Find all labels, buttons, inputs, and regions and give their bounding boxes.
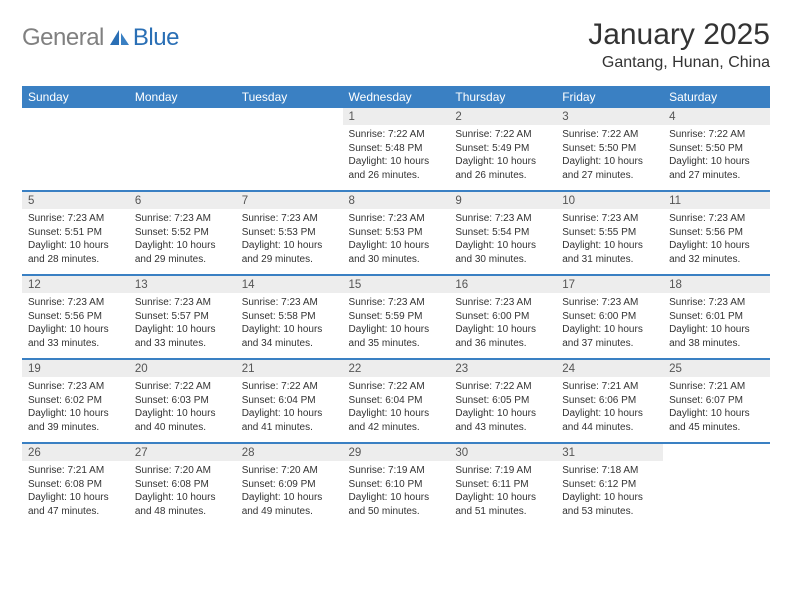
- day-number-cell: 9: [449, 192, 556, 209]
- day-number-cell: 2: [449, 108, 556, 125]
- calendar-table: Sunday Monday Tuesday Wednesday Thursday…: [22, 86, 770, 526]
- day-detail-cell: Sunrise: 7:23 AMSunset: 5:56 PMDaylight:…: [663, 209, 770, 275]
- day-number-cell: 17: [556, 276, 663, 293]
- day-detail-cell: Sunrise: 7:22 AMSunset: 5:50 PMDaylight:…: [663, 125, 770, 191]
- day-number-cell: 4: [663, 108, 770, 125]
- day-detail-cell: Sunrise: 7:23 AMSunset: 5:52 PMDaylight:…: [129, 209, 236, 275]
- day-detail-cell: Sunrise: 7:23 AMSunset: 6:01 PMDaylight:…: [663, 293, 770, 359]
- day-number-cell: 12: [22, 276, 129, 293]
- logo-text-left: General: [22, 24, 104, 52]
- day-number-cell: 6: [129, 192, 236, 209]
- header: General Blue January 2025 Gantang, Hunan…: [22, 18, 770, 72]
- day-detail-cell: Sunrise: 7:18 AMSunset: 6:12 PMDaylight:…: [556, 461, 663, 526]
- day-header-sun: Sunday: [22, 86, 129, 108]
- day-number-cell: 29: [343, 444, 450, 461]
- day-detail-cell: Sunrise: 7:20 AMSunset: 6:09 PMDaylight:…: [236, 461, 343, 526]
- day-number-cell: 28: [236, 444, 343, 461]
- day-number-cell: 22: [343, 360, 450, 377]
- day-number-cell: 24: [556, 360, 663, 377]
- day-number-cell: 14: [236, 276, 343, 293]
- day-detail-cell: Sunrise: 7:22 AMSunset: 6:03 PMDaylight:…: [129, 377, 236, 443]
- day-detail-cell: Sunrise: 7:23 AMSunset: 5:58 PMDaylight:…: [236, 293, 343, 359]
- day-detail-row: Sunrise: 7:22 AMSunset: 5:48 PMDaylight:…: [22, 125, 770, 191]
- day-number-cell: 3: [556, 108, 663, 125]
- day-number-cell: 15: [343, 276, 450, 293]
- day-number-cell: 10: [556, 192, 663, 209]
- day-number-cell: 5: [22, 192, 129, 209]
- day-detail-cell: Sunrise: 7:21 AMSunset: 6:06 PMDaylight:…: [556, 377, 663, 443]
- day-header-thu: Thursday: [449, 86, 556, 108]
- day-detail-cell: Sunrise: 7:23 AMSunset: 5:54 PMDaylight:…: [449, 209, 556, 275]
- day-detail-cell: Sunrise: 7:23 AMSunset: 5:53 PMDaylight:…: [236, 209, 343, 275]
- day-detail-cell: Sunrise: 7:21 AMSunset: 6:08 PMDaylight:…: [22, 461, 129, 526]
- day-number-cell: 16: [449, 276, 556, 293]
- day-detail-cell: Sunrise: 7:22 AMSunset: 5:48 PMDaylight:…: [343, 125, 450, 191]
- day-number-cell: 19: [22, 360, 129, 377]
- day-detail-cell: Sunrise: 7:23 AMSunset: 5:59 PMDaylight:…: [343, 293, 450, 359]
- day-detail-cell: Sunrise: 7:23 AMSunset: 5:55 PMDaylight:…: [556, 209, 663, 275]
- calendar-body: 1234Sunrise: 7:22 AMSunset: 5:48 PMDayli…: [22, 108, 770, 526]
- day-number-cell: [129, 108, 236, 125]
- day-detail-row: Sunrise: 7:21 AMSunset: 6:08 PMDaylight:…: [22, 461, 770, 526]
- day-number-cell: 27: [129, 444, 236, 461]
- day-number-row: 262728293031: [22, 444, 770, 461]
- day-detail-cell: [663, 461, 770, 526]
- day-header-row: Sunday Monday Tuesday Wednesday Thursday…: [22, 86, 770, 108]
- day-detail-cell: Sunrise: 7:23 AMSunset: 5:57 PMDaylight:…: [129, 293, 236, 359]
- day-header-tue: Tuesday: [236, 86, 343, 108]
- day-number-row: 1234: [22, 108, 770, 125]
- day-number-cell: 11: [663, 192, 770, 209]
- day-number-cell: [22, 108, 129, 125]
- day-number-cell: 7: [236, 192, 343, 209]
- day-detail-row: Sunrise: 7:23 AMSunset: 5:51 PMDaylight:…: [22, 209, 770, 275]
- day-detail-cell: Sunrise: 7:22 AMSunset: 6:04 PMDaylight:…: [343, 377, 450, 443]
- day-number-row: 12131415161718: [22, 276, 770, 293]
- title-block: January 2025 Gantang, Hunan, China: [588, 18, 770, 72]
- day-number-cell: 18: [663, 276, 770, 293]
- day-header-wed: Wednesday: [343, 86, 450, 108]
- day-detail-cell: [129, 125, 236, 191]
- day-number-cell: 23: [449, 360, 556, 377]
- day-detail-cell: Sunrise: 7:22 AMSunset: 5:49 PMDaylight:…: [449, 125, 556, 191]
- day-detail-cell: Sunrise: 7:23 AMSunset: 5:51 PMDaylight:…: [22, 209, 129, 275]
- day-detail-cell: Sunrise: 7:23 AMSunset: 6:00 PMDaylight:…: [556, 293, 663, 359]
- day-detail-cell: [22, 125, 129, 191]
- day-detail-cell: Sunrise: 7:23 AMSunset: 6:00 PMDaylight:…: [449, 293, 556, 359]
- day-number-row: 19202122232425: [22, 360, 770, 377]
- logo: General Blue: [22, 24, 179, 52]
- day-detail-cell: Sunrise: 7:19 AMSunset: 6:11 PMDaylight:…: [449, 461, 556, 526]
- day-detail-cell: Sunrise: 7:23 AMSunset: 6:02 PMDaylight:…: [22, 377, 129, 443]
- day-detail-cell: Sunrise: 7:22 AMSunset: 5:50 PMDaylight:…: [556, 125, 663, 191]
- day-number-cell: [663, 444, 770, 461]
- day-header-sat: Saturday: [663, 86, 770, 108]
- day-detail-cell: Sunrise: 7:23 AMSunset: 5:53 PMDaylight:…: [343, 209, 450, 275]
- day-number-cell: [236, 108, 343, 125]
- day-detail-cell: [236, 125, 343, 191]
- day-detail-row: Sunrise: 7:23 AMSunset: 5:56 PMDaylight:…: [22, 293, 770, 359]
- day-header-fri: Friday: [556, 86, 663, 108]
- day-detail-cell: Sunrise: 7:19 AMSunset: 6:10 PMDaylight:…: [343, 461, 450, 526]
- day-detail-cell: Sunrise: 7:22 AMSunset: 6:04 PMDaylight:…: [236, 377, 343, 443]
- day-detail-cell: Sunrise: 7:23 AMSunset: 5:56 PMDaylight:…: [22, 293, 129, 359]
- day-number-cell: 26: [22, 444, 129, 461]
- month-title: January 2025: [588, 18, 770, 52]
- day-number-cell: 25: [663, 360, 770, 377]
- day-number-cell: 8: [343, 192, 450, 209]
- day-number-cell: 30: [449, 444, 556, 461]
- logo-text-right: Blue: [133, 24, 179, 52]
- day-detail-cell: Sunrise: 7:22 AMSunset: 6:05 PMDaylight:…: [449, 377, 556, 443]
- day-detail-row: Sunrise: 7:23 AMSunset: 6:02 PMDaylight:…: [22, 377, 770, 443]
- logo-sail-icon: [109, 28, 131, 51]
- day-header-mon: Monday: [129, 86, 236, 108]
- calendar-page: General Blue January 2025 Gantang, Hunan…: [0, 0, 792, 536]
- day-detail-cell: Sunrise: 7:21 AMSunset: 6:07 PMDaylight:…: [663, 377, 770, 443]
- day-number-cell: 13: [129, 276, 236, 293]
- day-number-row: 567891011: [22, 192, 770, 209]
- day-number-cell: 1: [343, 108, 450, 125]
- day-number-cell: 20: [129, 360, 236, 377]
- day-number-cell: 21: [236, 360, 343, 377]
- day-number-cell: 31: [556, 444, 663, 461]
- day-detail-cell: Sunrise: 7:20 AMSunset: 6:08 PMDaylight:…: [129, 461, 236, 526]
- location-text: Gantang, Hunan, China: [588, 54, 770, 72]
